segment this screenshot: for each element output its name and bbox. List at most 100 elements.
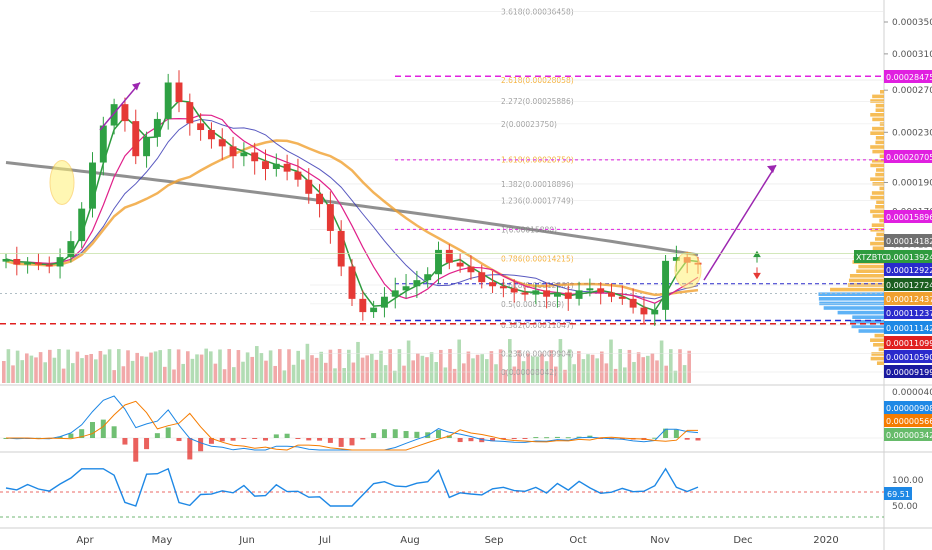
- price-tag: [884, 210, 932, 223]
- volume-profile-bar: [870, 163, 884, 168]
- volume-profile-bar: [870, 338, 884, 342]
- volume-profile-bar: [880, 90, 884, 94]
- candle-body: [218, 139, 226, 147]
- macd-histogram-bar: [673, 429, 679, 438]
- volume-bar: [186, 351, 190, 383]
- volume-bar: [222, 369, 227, 383]
- volume-bar: [512, 366, 517, 383]
- candle-body: [489, 282, 497, 287]
- volume-profile-bar: [879, 154, 884, 158]
- fib-level-label: 0.5(0.00011969): [501, 300, 564, 309]
- volume-bar: [416, 353, 420, 383]
- volume-bar: [232, 367, 236, 383]
- volume-profile-bar: [856, 269, 884, 273]
- macd-histogram-bar: [327, 438, 333, 443]
- volume-bar: [462, 363, 466, 383]
- macd-histogram-bar: [522, 438, 528, 439]
- volume-profile-bar: [870, 195, 884, 200]
- volume-bar: [448, 349, 452, 383]
- volume-bars: [2, 339, 691, 383]
- volume-bar: [365, 355, 369, 383]
- volume-profile-bar: [872, 126, 884, 131]
- candle-body: [435, 249, 442, 275]
- rsi-tag-label: 69.51: [887, 490, 910, 499]
- price-tag: [884, 292, 932, 305]
- volume-bar: [48, 349, 52, 383]
- volume-profile-bar: [872, 214, 884, 218]
- volume-profile-bar: [870, 113, 884, 117]
- volume-profile-bar: [871, 191, 884, 195]
- macd-histogram-bar: [511, 438, 517, 440]
- volume-profile-bar: [876, 200, 884, 204]
- macd-histogram-bar: [122, 438, 128, 445]
- price-tag: [884, 306, 932, 319]
- macd-histogram-bar: [90, 422, 95, 438]
- volume-bar: [650, 353, 655, 383]
- price-tag-label: 0.00011142: [886, 324, 932, 333]
- volume-bar: [328, 349, 333, 383]
- volume-bar: [144, 356, 149, 383]
- volume-bar: [167, 349, 172, 383]
- candle-body: [359, 298, 367, 313]
- fib-level-label: 0.382(0.00011047): [501, 321, 574, 330]
- price-tick-label: 0.00035000: [892, 18, 932, 28]
- candle-body: [305, 179, 313, 194]
- volume-profile-bar: [830, 287, 884, 292]
- volume-bar: [305, 343, 310, 383]
- volume-bar: [475, 354, 480, 383]
- volume-profile-bar: [870, 356, 884, 361]
- volume-bar: [558, 339, 563, 383]
- volume-profile-bar: [870, 131, 884, 135]
- volume-bar: [540, 352, 544, 383]
- volume-profile-bar: [871, 352, 884, 356]
- candle-body: [370, 307, 378, 313]
- macd-histogram-bar: [187, 438, 193, 460]
- volume-bar: [577, 351, 581, 383]
- highlight-circle: [49, 159, 75, 205]
- volume-bar: [43, 362, 47, 383]
- volume-bar: [535, 356, 540, 383]
- volume-profile-bar: [874, 333, 884, 338]
- fib-level-label: 1.382(0.00018896): [501, 180, 574, 189]
- macd-histogram-bar: [695, 438, 701, 441]
- volume-profile-bar: [874, 237, 884, 241]
- volume-bar: [508, 339, 512, 383]
- volume-bar: [646, 355, 650, 383]
- volume-bar: [75, 351, 80, 383]
- volume-bar: [94, 359, 98, 383]
- volume-profile-bar: [879, 186, 884, 191]
- volume-bar: [107, 349, 112, 383]
- macd-histogram-bar: [371, 433, 377, 438]
- price-tag: [884, 365, 932, 378]
- candle-body: [391, 290, 399, 297]
- volume-profile-bar: [848, 278, 884, 283]
- volume-bar: [80, 358, 84, 383]
- volume-bar: [659, 340, 664, 383]
- candle-body: [207, 130, 215, 140]
- volume-profile-bar: [872, 117, 884, 122]
- price-tick-label: 0.00027000: [892, 86, 932, 96]
- price-tag: [884, 70, 932, 83]
- volume-bar: [11, 365, 15, 383]
- volume-bar: [291, 364, 296, 383]
- volume-bar: [406, 340, 411, 383]
- candle-body: [45, 264, 53, 267]
- price-tag: [884, 336, 932, 349]
- macd-histogram-bar: [652, 437, 658, 439]
- volume-bar: [669, 349, 673, 383]
- volume-bar: [434, 362, 438, 383]
- volume-bar: [218, 349, 222, 383]
- volume-bar: [29, 355, 34, 383]
- volume-bar: [61, 368, 66, 383]
- volume-bar: [379, 350, 383, 383]
- volume-profile-bar: [870, 177, 884, 181]
- volume-bar: [609, 339, 613, 383]
- volume-bar: [89, 353, 93, 383]
- macd-histogram-bar: [468, 438, 474, 442]
- price-tag: [884, 278, 932, 291]
- volume-bar: [20, 360, 24, 383]
- volume-bar: [15, 350, 20, 383]
- volume-bar: [347, 349, 351, 383]
